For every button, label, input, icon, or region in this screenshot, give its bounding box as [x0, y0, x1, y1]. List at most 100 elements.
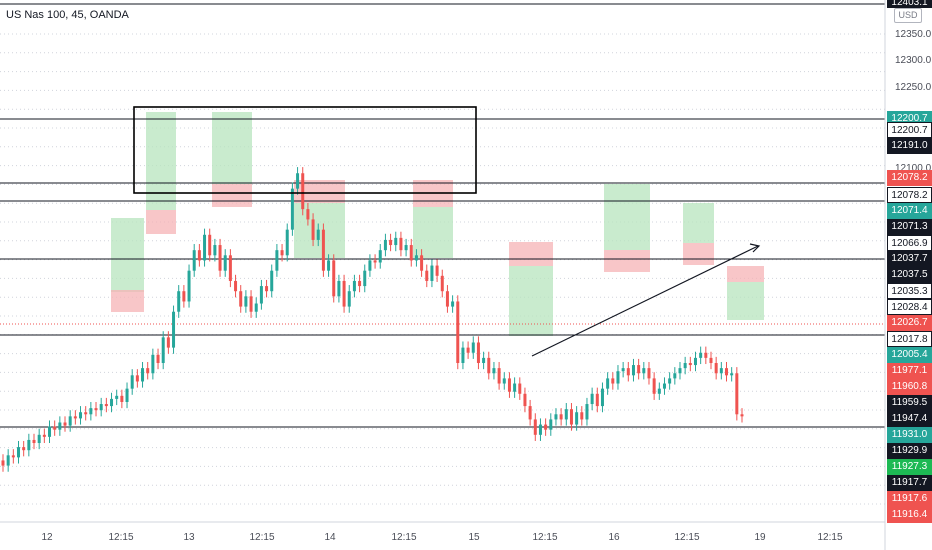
candle-body	[373, 260, 377, 263]
candle-body	[218, 245, 222, 271]
price-tick-label: 12100.0	[895, 163, 932, 174]
candle-body	[688, 363, 692, 366]
time-tick-label: 13	[183, 532, 195, 543]
candle-body	[600, 388, 604, 407]
candle-body	[569, 409, 573, 425]
price-tag: 11927.3	[887, 459, 932, 475]
stop-zone	[212, 184, 252, 207]
price-tag-top: 12403.1	[887, 0, 932, 8]
price-tag: 12026.7	[887, 315, 932, 331]
candle-body	[709, 357, 713, 364]
candle-body	[182, 291, 186, 302]
candle-body	[358, 280, 362, 287]
candle-body	[476, 342, 480, 364]
candle-body	[89, 408, 93, 415]
price-tag: 12071.4	[887, 203, 932, 219]
candle-body	[647, 368, 651, 379]
time-tick-label: 12:15	[817, 532, 842, 543]
candle-body	[306, 209, 310, 220]
candle-body	[683, 363, 687, 369]
candle-body	[559, 414, 563, 420]
candle-body	[347, 291, 351, 307]
candle-body	[414, 255, 418, 261]
candle-body	[456, 301, 460, 364]
candle-body	[714, 363, 718, 374]
candle-body	[673, 373, 677, 379]
currency-button[interactable]: USD	[894, 8, 922, 23]
candle-body	[301, 173, 305, 210]
candle-body	[502, 378, 506, 384]
candle-body	[740, 414, 744, 417]
price-tag: 12078.2	[887, 170, 932, 186]
candle-body	[466, 347, 470, 353]
candle-body	[735, 373, 739, 415]
candle-body	[84, 412, 88, 415]
trendline-arrow-icon	[749, 243, 761, 253]
candle-body	[549, 419, 553, 430]
target-zone	[604, 184, 650, 250]
target-zone	[212, 112, 252, 184]
candle-body	[435, 265, 439, 276]
candle-body	[730, 373, 734, 376]
candle-body	[192, 250, 196, 271]
candle-body	[321, 229, 325, 271]
candle-body	[564, 409, 568, 420]
candle-body	[342, 280, 346, 307]
price-tag: 12191.0	[887, 138, 932, 154]
candle-body	[461, 347, 465, 364]
candle-body	[17, 447, 21, 458]
price-tag: 11959.5	[887, 395, 932, 411]
candle-body	[213, 245, 217, 256]
candle-body	[203, 234, 207, 261]
candle-body	[146, 368, 150, 374]
candle-body	[141, 368, 145, 382]
candle-body	[280, 250, 284, 256]
candle-body	[197, 250, 201, 261]
candle-body	[249, 296, 253, 312]
candle-body	[265, 286, 269, 292]
candle-body	[228, 255, 232, 281]
price-tag: 12078.2	[887, 187, 932, 203]
candle-body	[332, 260, 336, 297]
candle-body	[290, 188, 294, 230]
candle-body	[621, 368, 625, 372]
candle-body	[585, 404, 589, 420]
candle-body	[187, 270, 191, 302]
candle-body	[580, 412, 584, 420]
candle-body	[63, 422, 67, 426]
candle-body	[6, 455, 10, 466]
candle-body	[99, 404, 103, 411]
candle-body	[652, 378, 656, 394]
candle-body	[327, 260, 331, 271]
candle-body	[223, 255, 227, 271]
candle-body	[234, 280, 238, 292]
symbol-title[interactable]: US Nas 100, 45, OANDA	[6, 9, 129, 21]
candle-body	[678, 368, 682, 374]
price-tag: 11931.0	[887, 427, 932, 443]
candle-body	[239, 291, 243, 307]
candle-body	[27, 439, 31, 451]
candle-body	[259, 286, 263, 304]
candle-body	[378, 250, 382, 263]
target-zone	[683, 203, 714, 243]
price-tag: 12037.7	[887, 251, 932, 267]
candle-body	[94, 408, 98, 411]
candle-body	[487, 357, 491, 374]
stop-zone	[146, 210, 176, 234]
candle-body	[724, 368, 728, 376]
price-tag: 11929.9	[887, 443, 932, 459]
candle-body	[693, 357, 697, 366]
candle-body	[528, 406, 532, 420]
candle-body	[445, 291, 449, 307]
time-tick-label: 19	[754, 532, 766, 543]
stop-zone	[509, 242, 553, 266]
price-tag: 12017.8	[887, 331, 932, 347]
candle-body	[404, 245, 408, 251]
candle-body	[104, 404, 108, 407]
candle-body	[120, 395, 124, 402]
candle-body	[590, 393, 594, 405]
candle-body	[425, 270, 429, 281]
candle-body	[37, 434, 41, 444]
